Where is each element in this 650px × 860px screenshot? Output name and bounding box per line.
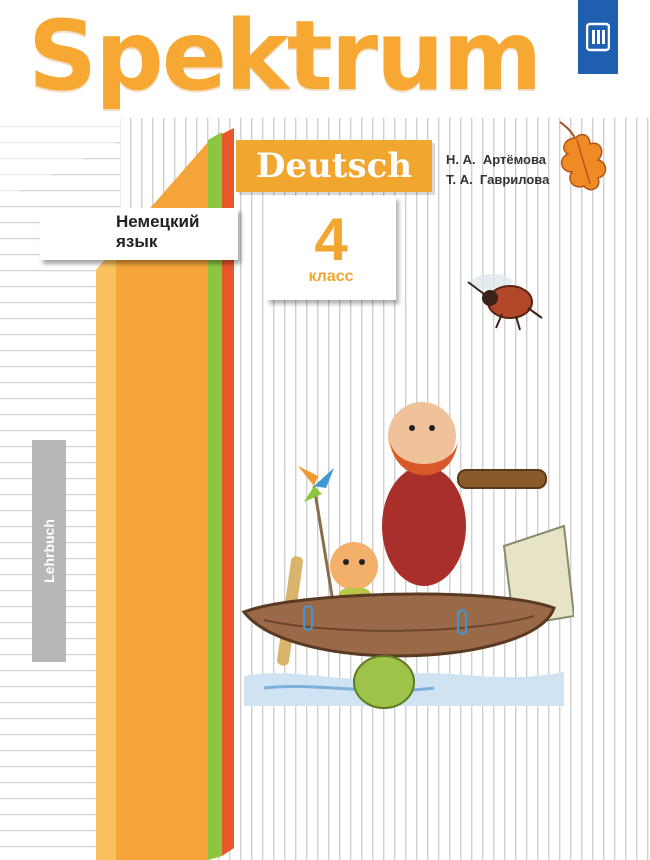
authors: Н. А. Артёмова Т. А. Гаврилова: [446, 150, 549, 190]
lehrbuch-tab: Lehrbuch: [32, 440, 66, 662]
grade-box: 4 класс: [266, 196, 396, 300]
publisher-badge: [578, 0, 618, 74]
beetle-icon: [467, 274, 543, 331]
subject-label-box: Немецкий язык: [40, 208, 238, 260]
oak-leaf-icon: [559, 121, 607, 191]
lehrbuch-label: Lehrbuch: [41, 519, 57, 583]
subject-line-1: Немецкий: [116, 212, 200, 231]
publisher-logo-icon: [586, 22, 610, 52]
author-2: Т. А. Гаврилова: [446, 172, 550, 187]
grade-number: 4: [314, 206, 348, 273]
cover-spine-bands: [96, 128, 234, 860]
boat-illustration: [241, 402, 574, 709]
subject-line-2: язык: [116, 232, 158, 251]
grade-label: класс: [308, 268, 354, 285]
series-label: Deutsch: [236, 140, 432, 192]
book-title: Spektrum: [28, 0, 542, 112]
author-1: Н. А. Артёмова: [446, 152, 547, 167]
